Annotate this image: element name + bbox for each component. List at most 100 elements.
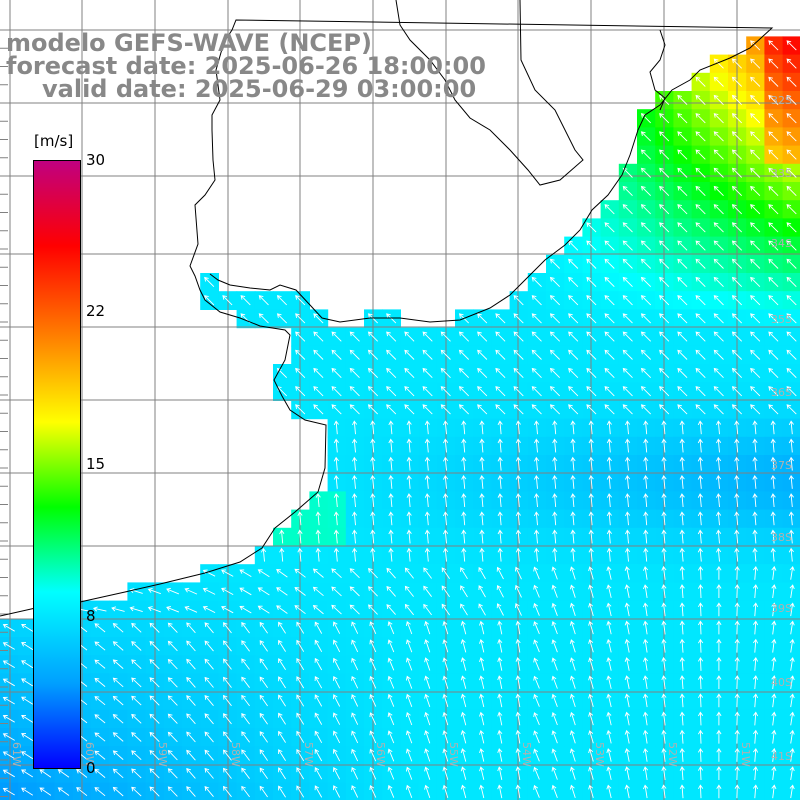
wind-arrow bbox=[369, 748, 377, 762]
wind-arrow bbox=[586, 222, 597, 233]
wind-arrow bbox=[679, 420, 685, 435]
wind-arrow bbox=[112, 732, 124, 742]
wind-arrow bbox=[715, 529, 722, 544]
wind-arrow bbox=[94, 623, 106, 633]
wind-speed-cell bbox=[782, 291, 800, 310]
wind-arrow bbox=[440, 386, 451, 397]
wind-arrow bbox=[166, 587, 180, 595]
wind-arrow bbox=[332, 785, 341, 798]
wind-arrow bbox=[2, 751, 15, 759]
wind-arrow bbox=[533, 493, 540, 508]
wind-arrow bbox=[460, 766, 467, 780]
wind-arrow bbox=[497, 748, 503, 762]
wind-arrow bbox=[606, 529, 612, 544]
wind-arrow bbox=[698, 565, 704, 580]
wind-arrow bbox=[661, 456, 667, 471]
wind-arrow bbox=[112, 695, 124, 706]
wind-arrow bbox=[404, 367, 415, 379]
wind-arrow bbox=[167, 622, 178, 633]
wind-arrow bbox=[677, 349, 688, 360]
wind-arrow bbox=[479, 729, 485, 744]
wind-arrow bbox=[768, 367, 779, 379]
wind-arrow bbox=[2, 642, 15, 650]
wind-arrow bbox=[312, 568, 324, 578]
wind-arrow bbox=[387, 748, 395, 762]
wind-arrow bbox=[734, 584, 740, 599]
wind-arrow bbox=[296, 748, 305, 762]
wind-arrow bbox=[131, 695, 142, 706]
wind-arrow bbox=[551, 657, 558, 671]
latitude-label: 37S bbox=[771, 459, 792, 472]
wind-arrow bbox=[497, 693, 503, 708]
wind-arrow bbox=[768, 349, 779, 360]
wind-speed-cell bbox=[782, 36, 800, 56]
wind-arrow bbox=[222, 658, 232, 670]
wind-arrow bbox=[640, 167, 652, 178]
wind-arrow bbox=[588, 657, 594, 671]
wind-arrow bbox=[640, 367, 652, 379]
wind-arrow bbox=[698, 602, 704, 617]
wind-arrow bbox=[369, 712, 377, 725]
longitude-label: 58W bbox=[229, 742, 242, 767]
wind-arrow bbox=[586, 240, 597, 251]
wind-arrow bbox=[768, 131, 779, 142]
wind-arrow bbox=[424, 438, 430, 453]
wind-arrow bbox=[2, 733, 15, 741]
wind-arrow bbox=[569, 766, 576, 780]
wind-arrow bbox=[386, 585, 396, 597]
wind-arrow bbox=[461, 511, 467, 526]
wind-arrow bbox=[750, 258, 761, 269]
wind-arrow bbox=[786, 295, 797, 306]
wind-arrow bbox=[460, 567, 468, 580]
wind-arrow bbox=[789, 584, 795, 598]
wind-arrow bbox=[332, 766, 341, 780]
wind-arrow bbox=[388, 493, 394, 508]
wind-arrow bbox=[750, 149, 761, 160]
wind-arrow bbox=[186, 658, 196, 670]
wind-arrow bbox=[259, 767, 268, 780]
wind-arrow bbox=[698, 584, 704, 599]
wind-arrow bbox=[404, 349, 415, 360]
wind-arrow bbox=[640, 149, 652, 160]
wind-arrow bbox=[167, 640, 178, 652]
wind-arrow bbox=[349, 586, 360, 597]
wind-arrow bbox=[533, 730, 540, 744]
wind-arrow bbox=[515, 693, 521, 708]
wind-arrow bbox=[515, 638, 521, 653]
wind-arrow bbox=[458, 386, 470, 397]
wind-arrow bbox=[659, 276, 670, 288]
wind-arrow bbox=[531, 404, 542, 415]
wind-arrow bbox=[149, 768, 160, 779]
wind-arrow bbox=[495, 367, 506, 379]
wind-arrow bbox=[186, 640, 196, 652]
wind-arrow bbox=[440, 367, 451, 379]
wind-arrow bbox=[643, 474, 649, 489]
wind-arrow bbox=[786, 386, 797, 397]
wind-arrow bbox=[679, 529, 685, 544]
wind-arrow bbox=[331, 331, 342, 342]
wind-arrow bbox=[312, 604, 324, 615]
wind-arrow bbox=[659, 185, 670, 197]
wind-arrow bbox=[479, 748, 485, 762]
wind-arrow bbox=[495, 313, 506, 324]
wind-arrow bbox=[659, 349, 670, 360]
wind-arrow bbox=[624, 511, 631, 526]
wind-arrow bbox=[57, 787, 70, 796]
wind-arrow bbox=[204, 676, 214, 688]
wind-arrow bbox=[204, 640, 214, 652]
wind-arrow bbox=[278, 658, 286, 671]
wind-arrow bbox=[351, 547, 358, 562]
wind-arrow bbox=[76, 787, 88, 797]
wind-arrow bbox=[643, 420, 649, 435]
wind-arrow bbox=[21, 623, 34, 632]
forecast-date: forecast date: 2025-06-26 18:00:00 bbox=[6, 52, 486, 80]
wind-arrow bbox=[570, 511, 576, 526]
wind-arrow bbox=[570, 474, 576, 489]
wind-arrow bbox=[295, 404, 306, 415]
wind-arrow bbox=[716, 693, 722, 708]
wind-arrow bbox=[771, 602, 777, 617]
wind-arrow bbox=[551, 584, 558, 598]
wind-arrow bbox=[549, 331, 561, 342]
wind-arrow bbox=[642, 693, 649, 708]
wind-arrow bbox=[788, 456, 794, 471]
